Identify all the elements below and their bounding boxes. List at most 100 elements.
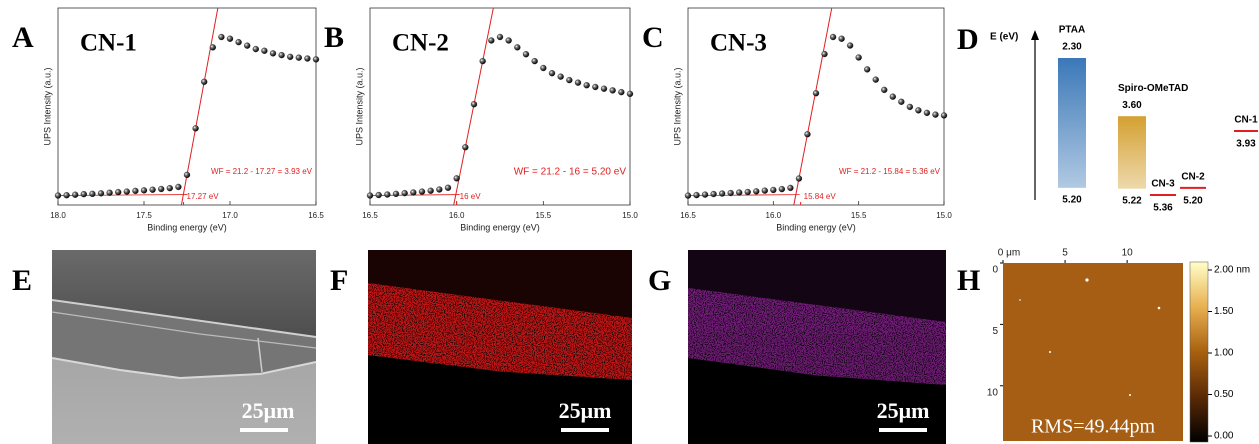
data-point <box>418 188 426 195</box>
x-tick-label: 16.5 <box>308 211 324 220</box>
data-point <box>923 109 931 117</box>
value-label: 5.20 <box>1183 195 1203 206</box>
legend-label: CN-2 <box>1181 171 1205 182</box>
data-point <box>761 187 768 194</box>
y-axis-label: E (eV) <box>990 32 1018 43</box>
data-point <box>701 191 709 198</box>
data-point <box>898 98 905 105</box>
data-point <box>470 101 478 108</box>
value-label: 5.36 <box>1153 203 1173 214</box>
value-label: 2.30 <box>1062 42 1082 53</box>
x-tick-label: 15.0 <box>936 211 952 220</box>
data-point <box>531 57 538 65</box>
legend-label: CN-1 <box>1234 115 1258 126</box>
data-point <box>427 187 434 194</box>
legend-label: Spiro-OMeTAD <box>1118 83 1188 94</box>
x-tick-label: 17.0 <box>222 211 238 220</box>
data-point <box>488 37 495 44</box>
x-tick-label: 10 <box>1122 248 1134 259</box>
scale-bar <box>561 428 609 432</box>
colorbar-label: 1.00 <box>1214 348 1234 359</box>
x-axis-label: Binding energy (eV) <box>776 222 856 232</box>
data-point <box>932 111 939 118</box>
data-point <box>864 66 871 73</box>
data-point <box>940 112 948 119</box>
data-point <box>106 189 113 196</box>
annotation: WF = 21.2 - 16 = 5.20 eV <box>514 167 627 178</box>
cutoff-label: 16 eV <box>460 192 482 201</box>
energy-bar <box>1058 58 1086 188</box>
data-point <box>89 190 96 197</box>
data-point <box>829 33 837 41</box>
data-point <box>312 56 320 63</box>
data-point <box>574 79 582 86</box>
legend-label: CN-3 <box>1151 179 1175 190</box>
colorbar-label: 0.50 <box>1214 389 1234 400</box>
data-point <box>132 187 139 195</box>
panel-letter: B <box>324 21 344 54</box>
data-point <box>123 188 130 195</box>
data-point <box>600 85 608 92</box>
data-point <box>583 82 590 89</box>
panel-letter: A <box>12 21 34 54</box>
x-tick-label: 16.5 <box>680 211 696 220</box>
data-point <box>753 188 760 195</box>
panel-letter: E <box>12 264 32 297</box>
y-axis-label: UPS Intensity (a.u.) <box>42 67 52 145</box>
panel-letter: H <box>957 264 980 297</box>
panel-letter: G <box>648 264 671 297</box>
data-point <box>261 47 268 54</box>
value-label: 3.60 <box>1122 100 1142 111</box>
data-point <box>693 191 700 199</box>
data-point <box>718 190 726 197</box>
data-point <box>787 184 794 192</box>
scale-bar <box>240 428 288 432</box>
data-point <box>710 190 717 198</box>
x-tick-label: 16.0 <box>766 211 782 220</box>
scale-bar-label: 25μm <box>242 398 295 423</box>
data-point <box>626 90 634 98</box>
data-point <box>522 51 530 58</box>
data-point <box>609 87 616 94</box>
scale-bar <box>879 428 927 432</box>
data-point <box>804 131 811 138</box>
data-point <box>295 54 302 61</box>
annotation: WF = 21.2 - 17.27 = 3.93 eV <box>211 167 313 176</box>
y-axis-label: UPS Intensity (a.u.) <box>354 67 364 145</box>
afm-specks <box>1019 278 1161 396</box>
data-point <box>736 189 743 196</box>
data-point <box>795 175 803 182</box>
data-point <box>183 171 191 179</box>
colorbar-label: 0.00 <box>1214 431 1234 442</box>
data-point <box>436 186 443 193</box>
colorbar-label: 2.00 nm <box>1214 265 1250 276</box>
data-point <box>770 186 777 194</box>
x-tick-label: 15.5 <box>536 211 552 220</box>
data-point <box>906 103 914 111</box>
x-tick-label: 17.5 <box>136 211 152 220</box>
data-point <box>778 185 786 193</box>
data-point <box>392 190 400 197</box>
fit-line <box>793 7 833 206</box>
data-point <box>479 57 486 65</box>
data-point <box>304 55 311 62</box>
data-point <box>175 183 182 191</box>
scale-bar-label: 25μm <box>877 398 930 423</box>
x-tick-label: 15.5 <box>851 211 867 220</box>
data-point <box>209 44 216 51</box>
x-tick-label: 5 <box>1062 248 1068 259</box>
data-point <box>63 192 70 199</box>
data-point <box>140 187 148 194</box>
data-point <box>384 191 391 198</box>
data-point <box>684 192 692 199</box>
data-point <box>812 90 820 97</box>
data-point <box>453 175 460 182</box>
x-tick-label: 18.0 <box>50 211 66 220</box>
baseline-fit <box>57 194 188 196</box>
plot-frame <box>687 7 945 206</box>
data-point <box>269 50 277 57</box>
data-point <box>244 42 251 49</box>
value-label: 3.93 <box>1236 139 1256 150</box>
data-point <box>226 35 234 42</box>
plot-frame <box>369 7 631 206</box>
